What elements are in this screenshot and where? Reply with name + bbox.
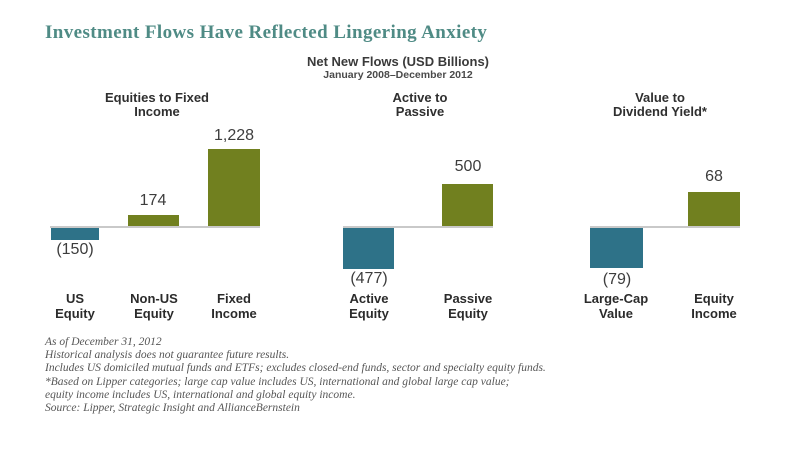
- cat-line: Value: [599, 306, 633, 321]
- cat-line: Equity: [55, 306, 95, 321]
- group1-bar-non-us-equity: [128, 215, 179, 226]
- cat-label-us-equity: US Equity: [15, 291, 135, 321]
- cat-label-fixed-income: Fixed Income: [174, 291, 294, 321]
- cat-line: US: [65, 291, 85, 306]
- group3-zero-baseline: [590, 226, 740, 228]
- footnote-universe: Includes US domiciled mutual funds and E…: [45, 362, 546, 375]
- group3-bar-equity-income: [688, 192, 740, 226]
- group2-title-line1: Active to: [392, 90, 448, 105]
- group1-zero-baseline: [50, 226, 260, 228]
- group3-bar1-value: (79): [602, 271, 632, 288]
- cat-line: Equity: [694, 291, 734, 306]
- footnote-as-of: As of December 31, 2012: [45, 336, 162, 348]
- group1-bar-us-equity: [51, 228, 99, 240]
- group1-title-line2: Income: [134, 104, 180, 119]
- group1-bar2-value: 174: [139, 192, 167, 209]
- chart-title: Net New Flows (USD Billions): [306, 54, 489, 69]
- cat-line: Equity: [134, 306, 174, 321]
- group1-title: Equities to Fixed Income: [57, 91, 257, 119]
- cat-label-equity-income: Equity Income: [654, 291, 774, 321]
- cat-line: Passive: [443, 291, 493, 306]
- footnote-disclaimer: Historical analysis does not guarantee f…: [45, 349, 290, 362]
- footnote-source: Source: Lipper, Strategic Insight and Al…: [45, 402, 300, 415]
- cat-label-large-cap-value: Large-Cap Value: [556, 291, 676, 321]
- footnotes-block: As of December 31, 2012 Historical analy…: [45, 336, 546, 415]
- footnote-lipper-categories: *Based on Lipper categories; large cap v…: [45, 375, 510, 388]
- group3-title-line2: Dividend Yield*: [613, 104, 707, 119]
- cat-line: Non-US: [130, 291, 178, 306]
- group3-bar-large-cap-value: [590, 228, 643, 268]
- cat-line: Fixed: [217, 291, 251, 306]
- cat-line: Income: [211, 306, 257, 321]
- footnote-equity-income: equity income includes US, international…: [45, 388, 356, 401]
- group1-bar1-value: (150): [56, 241, 94, 258]
- group2-bar-active-equity: [343, 228, 394, 269]
- cat-line: Income: [691, 306, 737, 321]
- group2-bar2-value: 500: [454, 158, 482, 175]
- cat-label-passive-equity: Passive Equity: [408, 291, 528, 321]
- group2-title-line2: Passive: [395, 104, 445, 119]
- cat-line: Large-Cap: [583, 291, 649, 306]
- group3-title: Value to Dividend Yield*: [560, 91, 760, 119]
- cat-label-active-equity: Active Equity: [309, 291, 429, 321]
- cat-line: Equity: [349, 306, 389, 321]
- cat-line: Equity: [448, 306, 488, 321]
- chart-period: January 2008–December 2012: [323, 69, 473, 81]
- group2-bar-passive-equity: [442, 184, 493, 226]
- group1-bar-fixed-income: [208, 149, 260, 226]
- group3-title-line1: Value to: [635, 90, 685, 105]
- group3-bar2-value: 68: [705, 168, 723, 185]
- group2-zero-baseline: [343, 226, 493, 228]
- slide-title: Investment Flows Have Reflected Lingerin…: [45, 22, 488, 43]
- group1-title-line1: Equities to Fixed: [104, 90, 209, 105]
- group2-title: Active to Passive: [320, 91, 520, 119]
- group1-bar3-value: 1,228: [213, 127, 255, 144]
- cat-line: Active: [349, 291, 389, 306]
- cat-label-non-us-equity: Non-US Equity: [94, 291, 214, 321]
- group2-bar1-value: (477): [350, 270, 388, 287]
